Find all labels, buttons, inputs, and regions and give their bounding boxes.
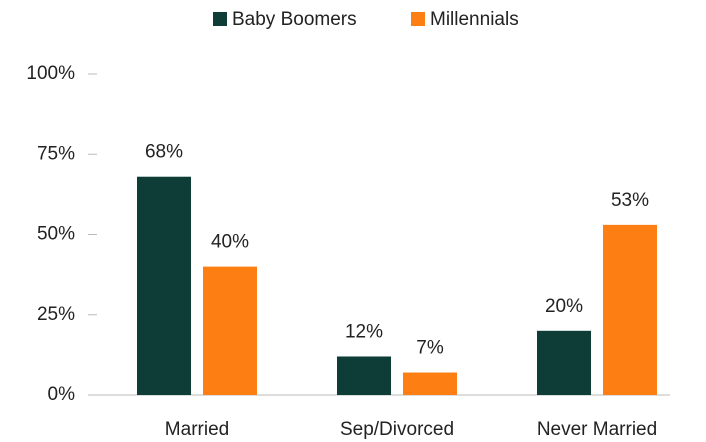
y-tick-label: 100%: [26, 63, 75, 84]
bar: [203, 266, 257, 395]
y-tick-label: 0%: [48, 384, 76, 405]
data-label: 12%: [345, 321, 383, 342]
data-label: 68%: [145, 142, 183, 163]
x-tick-label: Never Married: [537, 419, 657, 440]
y-tick-label: 75%: [37, 143, 75, 164]
legend-swatch: [213, 12, 227, 26]
y-tick-label: 25%: [37, 304, 75, 325]
data-label: 53%: [611, 190, 649, 211]
bar: [337, 356, 391, 395]
bar: [403, 372, 457, 395]
legend-label: Millennials: [430, 9, 519, 30]
x-tick-label: Married: [165, 419, 229, 440]
x-tick-label: Sep/Divorced: [340, 419, 454, 440]
data-label: 7%: [416, 338, 444, 359]
bar: [603, 224, 657, 395]
data-label: 40%: [211, 232, 249, 253]
legend-label: Baby Boomers: [232, 9, 357, 30]
bar: [137, 176, 191, 395]
y-tick-label: 50%: [37, 224, 75, 245]
legend-swatch: [411, 12, 425, 26]
bar: [537, 330, 591, 395]
data-label: 20%: [545, 296, 583, 317]
